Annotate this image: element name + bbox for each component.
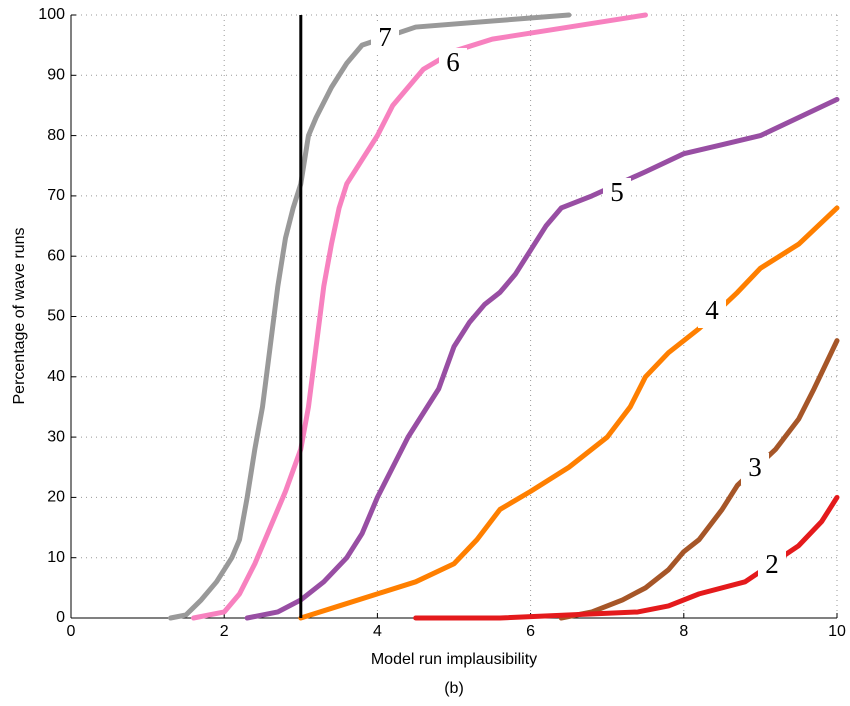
label-bg xyxy=(603,178,631,210)
series-label: 2 xyxy=(765,549,779,579)
x-tick-label: 6 xyxy=(526,623,535,640)
series-line xyxy=(298,205,840,621)
label-bg xyxy=(741,453,769,485)
x-tick-label: 0 xyxy=(67,623,76,640)
y-tick-label: 0 xyxy=(56,609,65,626)
y-tick-label: 50 xyxy=(47,308,65,325)
y-tick-label: 80 xyxy=(47,127,65,144)
series-line xyxy=(413,494,840,621)
y-tick-label: 90 xyxy=(47,67,65,84)
x-tick-label: 2 xyxy=(220,623,229,640)
chart-title: (b) xyxy=(444,680,464,697)
x-tick-label: 10 xyxy=(828,623,846,640)
y-tick-label: 10 xyxy=(47,549,65,566)
y-tick-label: 40 xyxy=(47,368,65,385)
series-line xyxy=(244,96,840,621)
label-bg xyxy=(698,296,726,328)
series-line xyxy=(168,12,572,621)
x-axis-label: Model run implausibility xyxy=(371,651,537,668)
label-bg xyxy=(439,48,467,80)
y-axis-label: Percentage of wave runs xyxy=(11,228,28,405)
y-tick-label: 30 xyxy=(47,428,65,445)
series-label: 7 xyxy=(378,22,392,52)
y-tick-label: 70 xyxy=(47,187,65,204)
label-bg xyxy=(371,23,399,55)
series-label: 6 xyxy=(446,47,460,77)
series-label: 3 xyxy=(748,452,762,482)
y-tick-label: 60 xyxy=(47,247,65,264)
y-tick-label: 100 xyxy=(38,6,65,23)
x-tick-label: 4 xyxy=(373,623,382,640)
series-label: 4 xyxy=(705,295,719,325)
series-label: 5 xyxy=(610,177,624,207)
series-line xyxy=(558,338,840,621)
y-tick-label: 20 xyxy=(47,489,65,506)
series-line xyxy=(191,12,648,621)
label-bg xyxy=(758,550,786,582)
x-tick-label: 8 xyxy=(679,623,688,640)
